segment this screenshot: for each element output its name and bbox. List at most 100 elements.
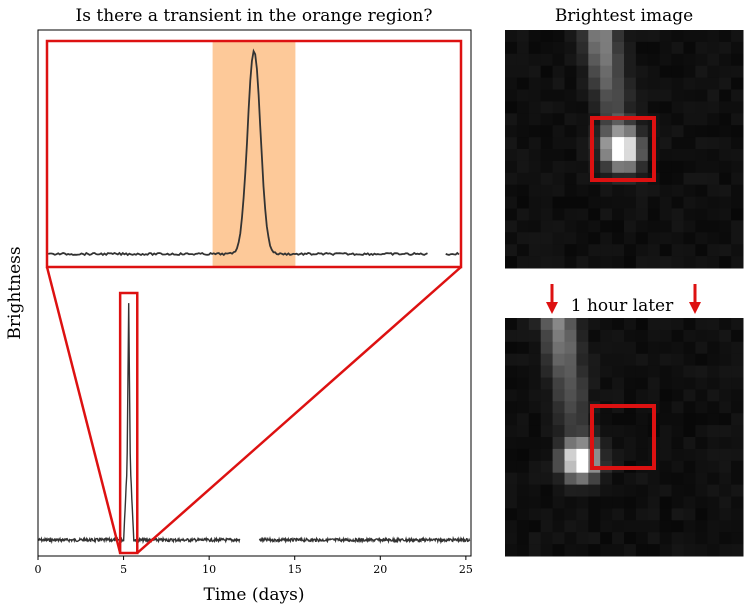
image-pixel [528, 137, 542, 150]
image-pixel [564, 341, 577, 355]
image-pixel [671, 389, 684, 402]
image-pixel [719, 425, 732, 438]
image-pixel [719, 113, 732, 126]
image-pixel [528, 149, 542, 162]
image-pixel [576, 448, 589, 462]
image-pixel [552, 484, 565, 497]
image-pixel [635, 413, 649, 426]
image-pixel [683, 353, 696, 367]
image-pixel [719, 101, 732, 114]
image-pixel [528, 256, 542, 269]
image-pixel [540, 65, 554, 79]
image-pixel [552, 101, 565, 114]
image-pixel [505, 232, 518, 245]
image-pixel [719, 508, 732, 521]
image-pixel [612, 184, 625, 198]
image-pixel [647, 53, 661, 67]
image-pixel [576, 149, 589, 162]
image-pixel [635, 149, 649, 162]
image-pixel [600, 353, 613, 367]
image-pixel [505, 113, 518, 126]
series-line-inset [47, 48, 460, 257]
image-pixel [659, 472, 673, 486]
image-pixel [552, 425, 565, 438]
image-pixel [659, 149, 673, 162]
image-pixel [731, 353, 744, 367]
image-pixel [612, 137, 625, 150]
image-pixel [516, 160, 530, 174]
image-pixel [635, 472, 649, 486]
image-pixel [528, 53, 542, 67]
image-pixel [540, 413, 554, 426]
image-pixel [731, 256, 744, 269]
image-pixel [505, 401, 518, 414]
image-pixel [707, 353, 720, 367]
image-pixel [731, 365, 744, 378]
image-pixel [612, 208, 625, 221]
image-pixel [683, 160, 696, 174]
image-pixel [671, 53, 684, 67]
image-pixel [552, 220, 565, 233]
image-pixel [707, 256, 720, 269]
image-pixel [564, 196, 577, 209]
image-pixel [564, 353, 577, 367]
image-pixel [576, 472, 589, 486]
image-pixel [707, 496, 720, 509]
image-pixel [719, 41, 732, 55]
image-pixel [731, 389, 744, 402]
image-pixel [516, 353, 530, 367]
image-pixel [540, 401, 554, 414]
image-pixel [600, 30, 613, 43]
image-pixel [552, 232, 565, 245]
image-pixel [707, 532, 720, 545]
image-pixel [659, 125, 673, 138]
image-pixel [695, 184, 708, 198]
image-pixel [695, 113, 708, 126]
image-pixel [600, 53, 613, 67]
image-pixel [659, 41, 673, 55]
image-pixel [576, 41, 589, 55]
image-pixel [600, 389, 613, 402]
x-tick-label: 0 [35, 563, 42, 576]
image-pixel [588, 496, 601, 509]
image-pixel [540, 244, 554, 257]
image-pixel [683, 377, 696, 390]
image-pixel [635, 389, 649, 402]
image-pixel [671, 101, 684, 114]
image-pixel [576, 544, 589, 557]
image-pixel [707, 365, 720, 378]
image-pixel [719, 413, 732, 426]
image-pixel [719, 172, 732, 186]
image-pixel [707, 389, 720, 402]
image-pixel [540, 448, 554, 462]
x-tick-label: 20 [373, 563, 387, 576]
source-box [590, 404, 656, 470]
image-pixel [505, 208, 518, 221]
image-pixel [731, 329, 744, 343]
image-pixel [540, 353, 554, 367]
image-pixel [707, 77, 720, 90]
image-pixel [516, 341, 530, 355]
image-pixel [731, 101, 744, 114]
image-pixel [707, 160, 720, 174]
image-pixel [719, 437, 732, 450]
image-pixel [695, 437, 708, 450]
image-pixel [600, 437, 613, 450]
image-pixel [647, 329, 661, 343]
image-pixel [683, 341, 696, 355]
image-pixel [505, 220, 518, 233]
image-pixel [516, 30, 530, 43]
image-pixel [671, 149, 684, 162]
image-pixel [707, 101, 720, 114]
image-pixel [564, 160, 577, 174]
image-pixel [624, 65, 637, 79]
image-pixel [647, 196, 661, 209]
image-pixel [588, 508, 601, 521]
image-pixel [731, 377, 744, 390]
image-pixel [659, 377, 673, 390]
image-pixel [564, 113, 577, 126]
image-pixel [540, 232, 554, 245]
image-pixel [564, 41, 577, 55]
image-pixel [552, 160, 565, 174]
image-pixel [516, 520, 530, 533]
